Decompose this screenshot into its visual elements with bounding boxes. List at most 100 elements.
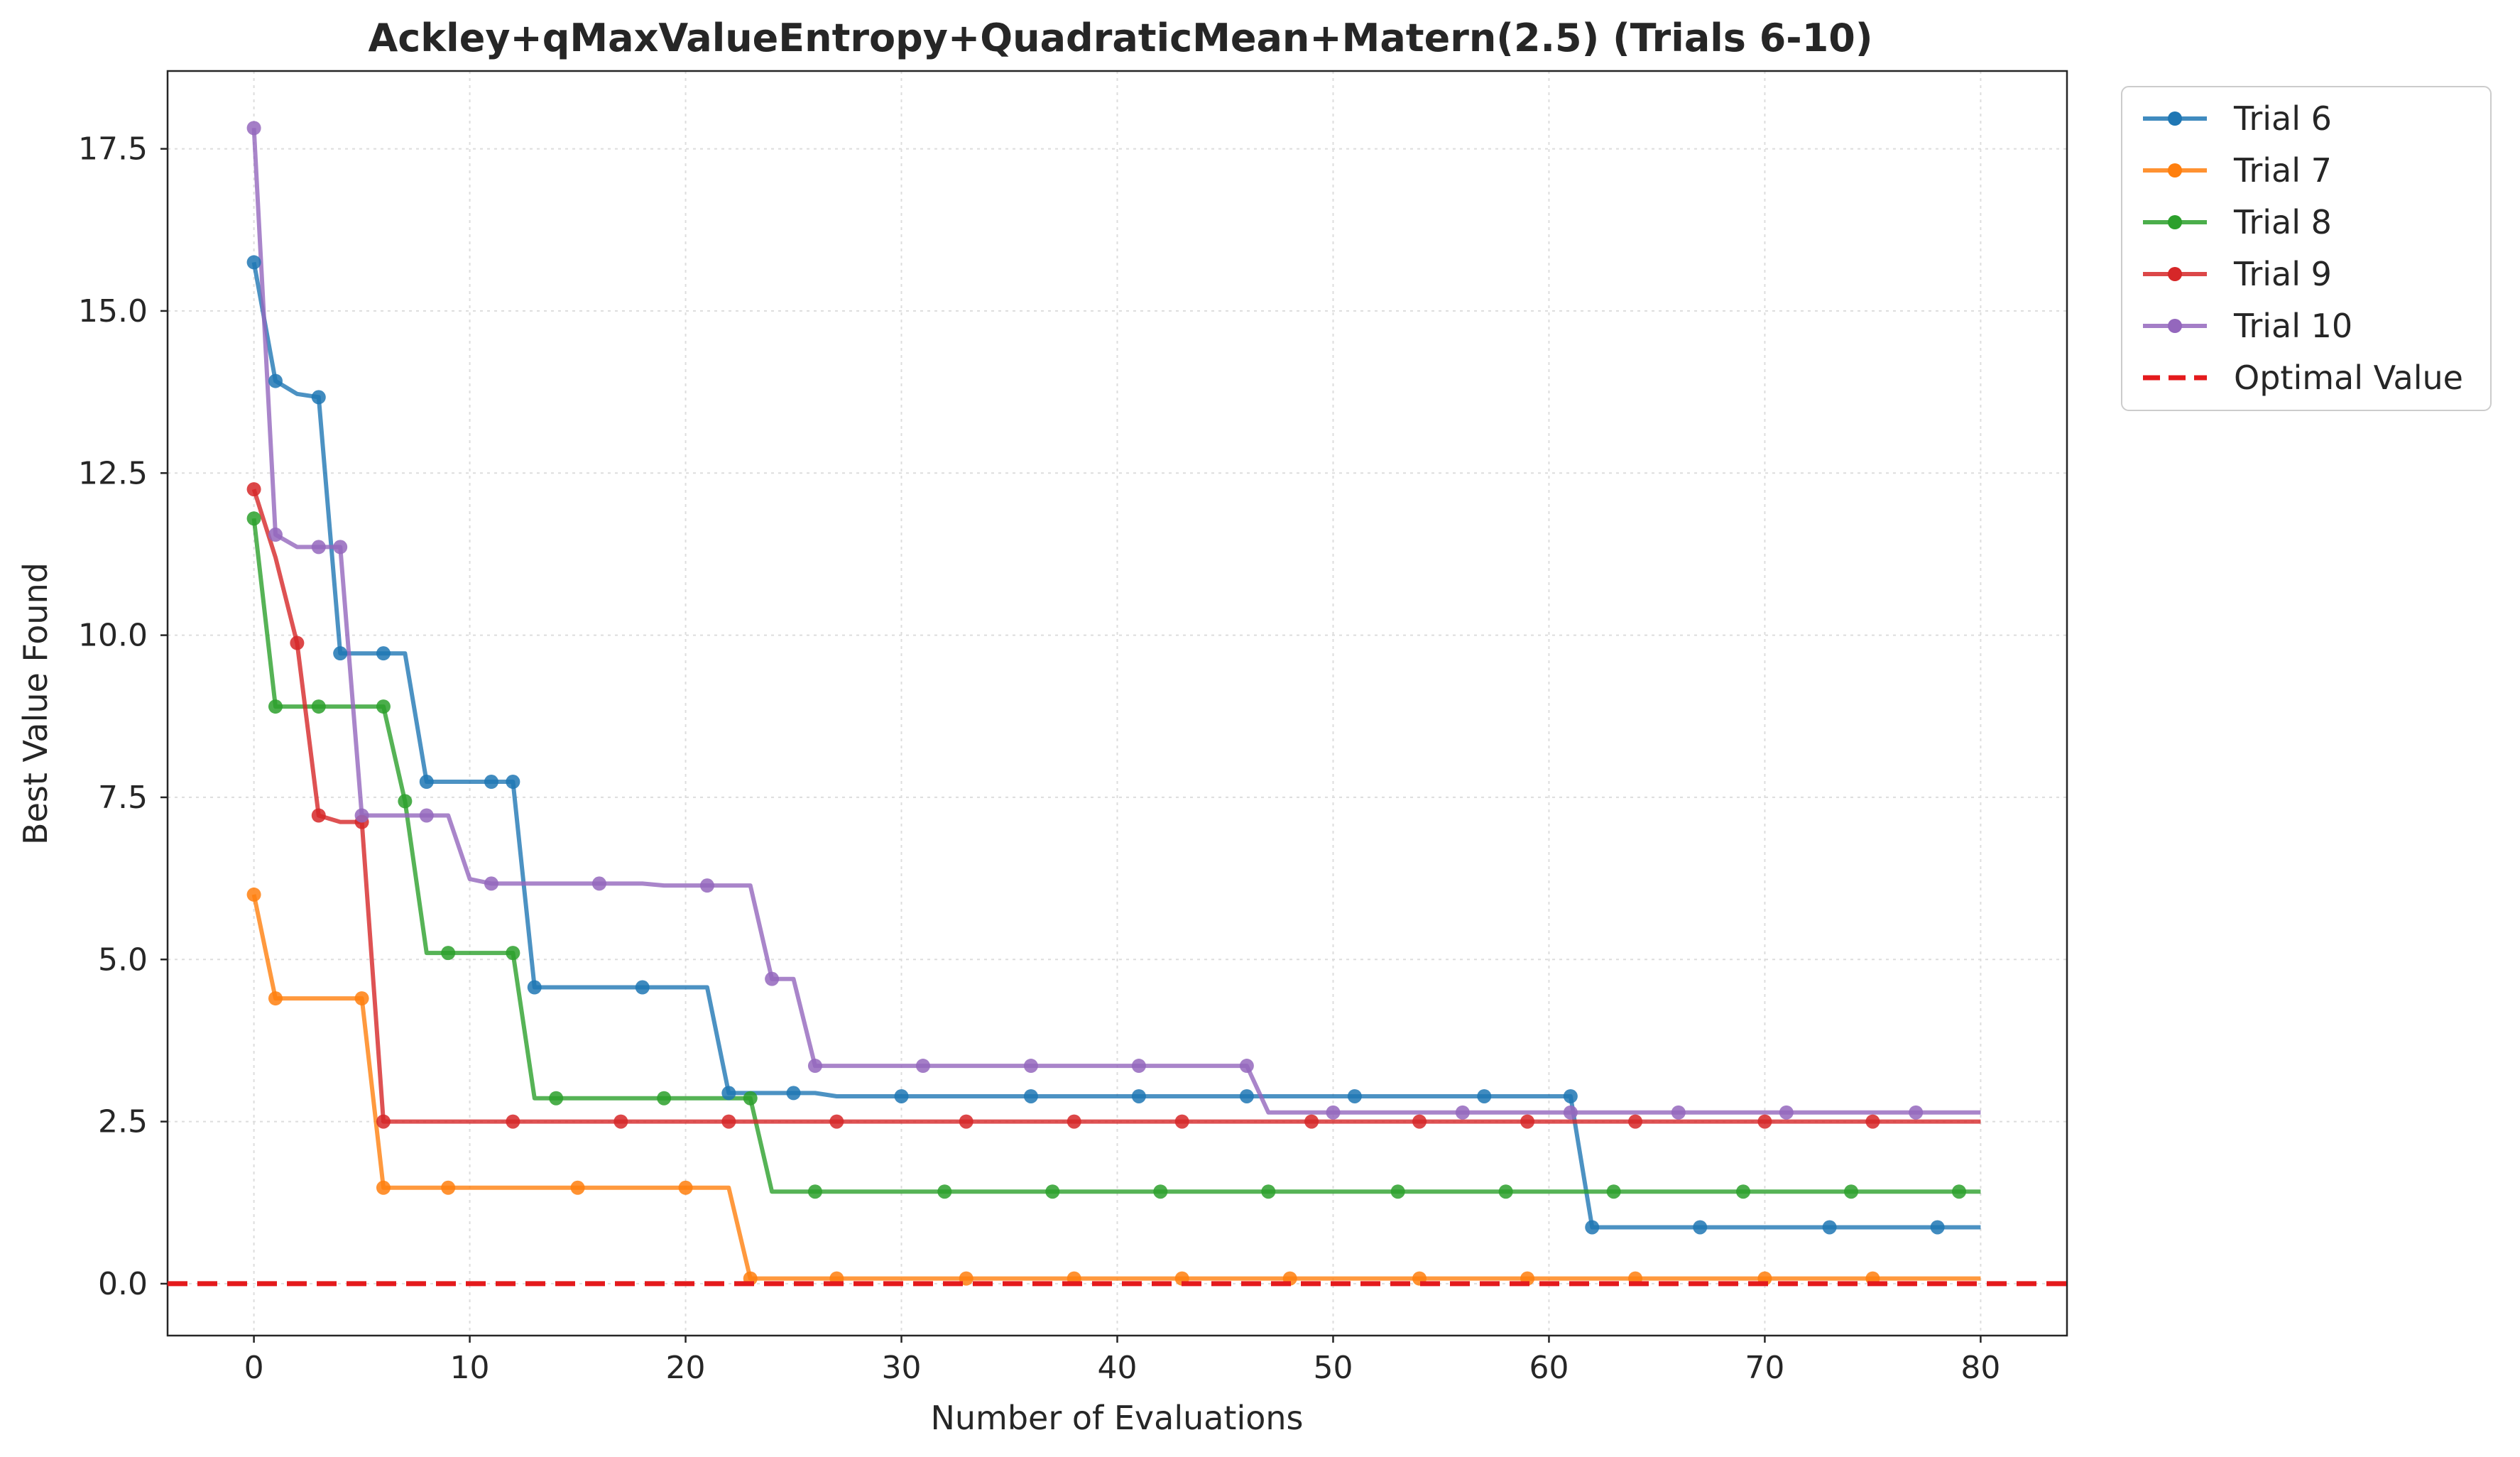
data-point — [1671, 1105, 1686, 1120]
data-point — [246, 482, 261, 497]
data-point — [441, 946, 456, 961]
data-point — [354, 991, 369, 1006]
data-point — [1174, 1114, 1189, 1129]
data-point — [1153, 1184, 1168, 1199]
data-point — [1261, 1184, 1276, 1199]
data-point — [1628, 1114, 1643, 1129]
legend-label: Trial 6 — [2233, 99, 2332, 138]
data-point — [246, 121, 261, 136]
data-point — [1045, 1184, 1060, 1199]
data-point — [743, 1091, 758, 1106]
data-point — [721, 1114, 736, 1129]
x-tick-label: 40 — [1098, 1350, 1138, 1386]
series-line-trial-6 — [251, 261, 1981, 1230]
x-tick-label: 60 — [1529, 1350, 1569, 1386]
data-point — [1477, 1088, 1492, 1103]
legend-box — [2121, 86, 2492, 411]
data-point — [1779, 1105, 1794, 1120]
data-point — [1067, 1114, 1081, 1129]
legend: Trial 6 Trial 7 Trial 8 Trial 9 Trial 10 Opti… — [2121, 86, 2492, 411]
legend-label: Trial 8 — [2233, 203, 2332, 241]
data-point — [376, 1114, 391, 1129]
series-line-trial-9 — [251, 489, 1981, 1124]
data-point — [1390, 1184, 1405, 1199]
data-point — [484, 876, 498, 891]
data-point — [268, 373, 283, 388]
data-point — [1585, 1220, 1600, 1235]
data-point — [1930, 1220, 1945, 1235]
data-point — [549, 1091, 564, 1106]
data-point — [484, 775, 498, 790]
data-point — [1023, 1088, 1038, 1103]
data-point — [1347, 1088, 1362, 1103]
y-tick-label: 2.5 — [98, 1104, 148, 1140]
data-point — [1757, 1114, 1772, 1129]
data-point — [1304, 1114, 1319, 1129]
data-point — [1326, 1105, 1341, 1120]
y-tick-label: 10.0 — [78, 618, 148, 654]
data-point — [311, 699, 326, 714]
data-point — [376, 1180, 391, 1195]
data-point — [376, 646, 391, 661]
y-tick-label: 12.5 — [78, 455, 148, 491]
data-point — [268, 699, 283, 714]
series-line-trial-7 — [251, 894, 1981, 1281]
x-tick-label: 10 — [450, 1350, 490, 1386]
data-point — [1606, 1184, 1621, 1199]
data-point — [657, 1091, 672, 1106]
data-point — [1131, 1059, 1146, 1074]
data-point — [419, 775, 434, 790]
legend-marker — [2168, 215, 2182, 229]
data-point — [268, 528, 283, 542]
y-axis: 0.0 2.5 5.0 7.5 10.0 12.5 15.0 17.5 — [78, 131, 168, 1302]
gridlines — [168, 71, 2067, 1336]
data-point — [354, 808, 369, 823]
series-markers — [246, 121, 1967, 1286]
data-point — [333, 646, 348, 661]
data-point — [333, 540, 348, 555]
data-point — [311, 390, 326, 405]
data-point — [1909, 1105, 1924, 1120]
data-point — [786, 1086, 801, 1101]
y-tick-label: 0.0 — [98, 1266, 148, 1302]
data-point — [246, 255, 261, 270]
legend-marker — [2168, 111, 2182, 126]
y-tick-label: 5.0 — [98, 942, 148, 978]
data-point — [246, 887, 261, 902]
data-point — [937, 1184, 952, 1199]
data-point — [765, 971, 780, 986]
data-point — [398, 794, 413, 809]
data-point — [311, 540, 326, 555]
data-point — [311, 808, 326, 823]
series-lines — [251, 128, 1981, 1281]
data-point — [1736, 1184, 1751, 1199]
data-point — [915, 1059, 930, 1074]
series-line-trial-10 — [251, 128, 1981, 1115]
legend-label: Trial 10 — [2233, 307, 2352, 345]
data-point — [246, 511, 261, 526]
data-point — [1822, 1220, 1837, 1235]
data-point — [591, 876, 606, 891]
data-point — [506, 1114, 520, 1129]
x-tick-label: 80 — [1960, 1350, 2000, 1386]
data-point — [1563, 1088, 1578, 1103]
legend-label: Trial 7 — [2233, 151, 2332, 190]
x-axis-label: Number of Evaluations — [930, 1399, 1303, 1437]
data-point — [1865, 1114, 1880, 1129]
x-tick-label: 0 — [244, 1350, 264, 1386]
legend-label: Optimal Value — [2234, 359, 2463, 397]
data-point — [1520, 1114, 1535, 1129]
y-tick-label: 17.5 — [78, 131, 148, 168]
data-point — [1412, 1114, 1427, 1129]
data-point — [678, 1180, 693, 1195]
data-point — [506, 946, 520, 961]
data-point — [506, 775, 520, 790]
legend-label: Trial 9 — [2233, 255, 2332, 293]
data-point — [699, 878, 714, 893]
x-tick-label: 50 — [1313, 1350, 1353, 1386]
data-point — [570, 1180, 585, 1195]
data-point — [1455, 1105, 1470, 1120]
legend-marker — [2168, 163, 2182, 178]
data-point — [1239, 1059, 1254, 1074]
legend-marker — [2168, 267, 2182, 281]
